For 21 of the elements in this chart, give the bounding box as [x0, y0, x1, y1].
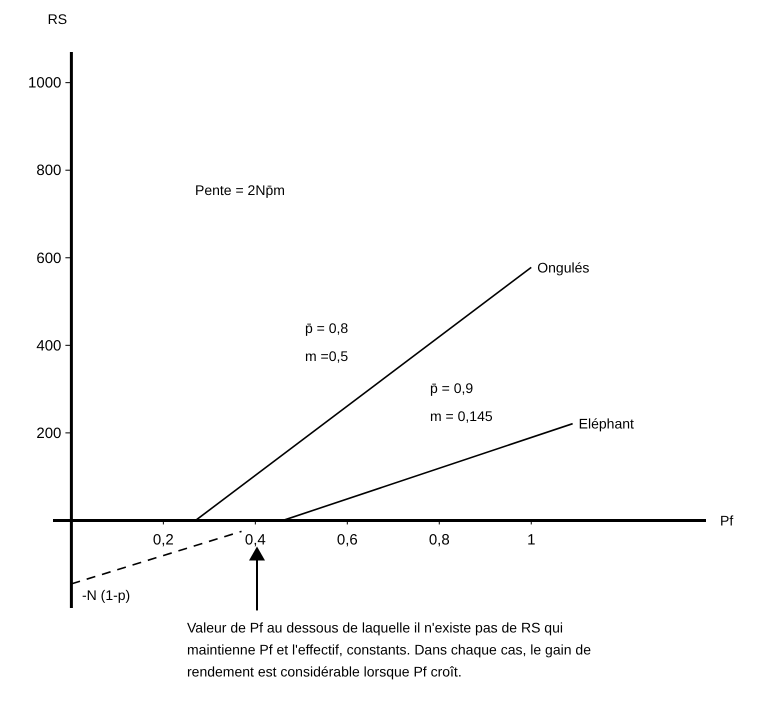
y-tick-label: 800: [36, 162, 62, 180]
y-tick-label: 200: [36, 424, 62, 442]
annotation: m =0,5: [305, 348, 348, 364]
text: Valeur de Pf au dessous de laquelle il n'existe pas de RS qui maintienne Pf et l'effectif, constants. Dans chaque cas, le gain de rendement est considérable lorsque Pf croît.: [187, 619, 592, 680]
x-tick-label: 0,2: [152, 531, 174, 548]
x-tick-label: 0,8: [428, 531, 450, 548]
annotation: m = 0,145: [430, 408, 493, 424]
y-axis-title: RS: [48, 11, 68, 27]
y-tick-label: 600: [36, 250, 62, 267]
series-label: Ongulés: [537, 259, 590, 276]
y-tick-label: 400: [36, 337, 62, 354]
x-axis-title: Pf: [720, 512, 734, 528]
x-tick-label: 0,6: [336, 531, 358, 548]
annotation: Pente = 2Np̄m: [195, 182, 285, 198]
annotation: -N (1-p): [82, 587, 130, 603]
x-tick-label: 0,4: [244, 531, 266, 548]
annotation: p̄ = 0,8: [305, 320, 348, 336]
series-label: Eléphant: [578, 416, 634, 432]
annotation: p̄ = 0,9: [430, 380, 474, 396]
y-tick-label: 1000: [28, 74, 62, 92]
x-tick-label: 1: [527, 531, 536, 548]
